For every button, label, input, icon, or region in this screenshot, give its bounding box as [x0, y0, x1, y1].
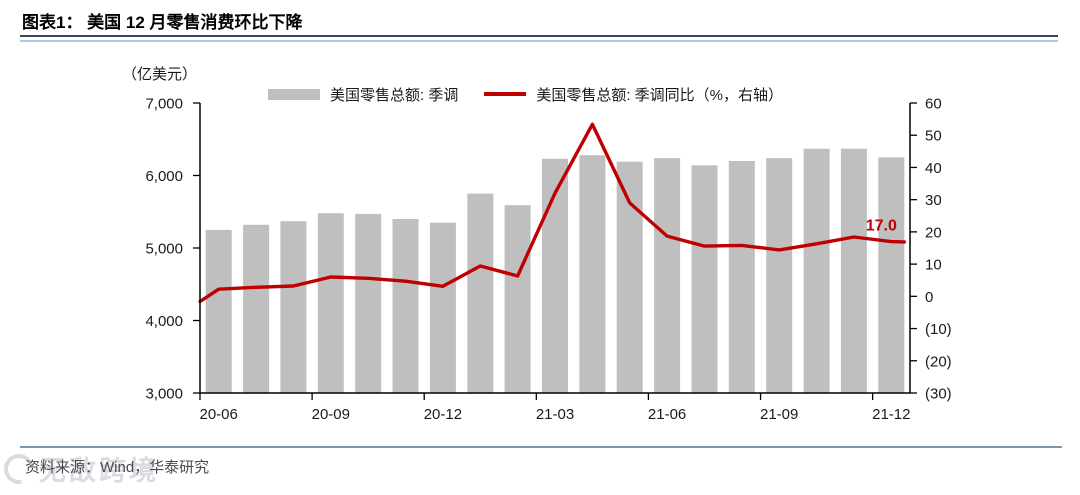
x-axis-tick-label: 20-06: [200, 406, 238, 423]
bar-21-09: [766, 158, 793, 393]
right-axis-tick-label: 0: [925, 289, 933, 306]
right-axis-tick-label: 20: [925, 224, 942, 241]
left-axis-tick-label: 5,000: [145, 241, 183, 258]
bar-21-11: [840, 148, 867, 393]
x-axis-tick-label: 20-12: [424, 406, 462, 423]
watermark: 无敌跨境: [0, 447, 159, 490]
right-axis-tick-label: (10): [925, 321, 952, 338]
left-axis-unit-label: （亿美元）: [122, 66, 198, 83]
right-axis-tick-label: 10: [925, 257, 942, 274]
x-axis-tick-label: 20-09: [312, 406, 350, 423]
x-axis-tick-label: 21-03: [536, 406, 574, 423]
bar-21-04: [579, 155, 606, 393]
bar-21-03: [542, 158, 568, 393]
bar-21-12: [878, 157, 905, 393]
yoy-line: [198, 122, 906, 304]
bar-21-10: [803, 148, 830, 393]
legend-bar-swatch: [268, 88, 320, 100]
left-axis-tick-label: 4,000: [145, 313, 183, 330]
bar-21-02: [504, 205, 531, 393]
watermark-text: 无敌跨境: [39, 456, 159, 486]
left-axis-tick-label: 6,000: [145, 168, 183, 185]
right-axis-tick-label: 30: [925, 192, 942, 209]
right-axis-tick-label: (30): [925, 386, 952, 403]
x-axis-tick-label: 21-06: [648, 406, 686, 423]
bar-20-09: [317, 213, 344, 393]
title-underline-light: [20, 40, 1058, 42]
x-axis-tick-label: 21-12: [872, 406, 910, 423]
left-axis-tick-label: 3,000: [145, 386, 183, 403]
x-axis-tick-label: 21-09: [760, 406, 798, 423]
legend: 美国零售总额: 季调 美国零售总额: 季调同比（%，右轴）: [268, 84, 783, 104]
bar-20-12: [429, 222, 456, 393]
bar-21-01: [467, 193, 494, 393]
bar-21-08: [728, 161, 755, 393]
legend-bar-label: 美国零售总额: 季调: [330, 86, 459, 104]
bar-21-05: [616, 161, 643, 393]
title-underline-dark: [20, 35, 1058, 37]
bar-20-08: [280, 221, 307, 393]
legend-line-label: 美国零售总额: 季调同比（%，右轴）: [536, 86, 784, 104]
bar-20-07: [243, 224, 270, 393]
right-axis-tick-label: (20): [925, 353, 952, 370]
right-axis-tick-label: 60: [925, 96, 942, 113]
bar-20-06: [205, 229, 232, 393]
left-axis-tick-label: 7,000: [145, 96, 183, 113]
line-value-label: 17.0: [866, 218, 897, 235]
bar-21-06: [654, 158, 681, 393]
legend-line-swatch: [484, 92, 527, 96]
bar-20-11: [392, 219, 419, 393]
chart-title: 图表1： 美国 12 月零售消费环比下降: [22, 13, 303, 32]
source-note: 资料来源：Wind，华泰研究: [25, 459, 210, 476]
right-axis-tick-label: 50: [925, 128, 942, 145]
bar-20-10: [355, 213, 382, 393]
bar-21-07: [691, 165, 718, 393]
footer-divider: [20, 446, 1062, 448]
right-axis-tick-label: 40: [925, 160, 942, 177]
